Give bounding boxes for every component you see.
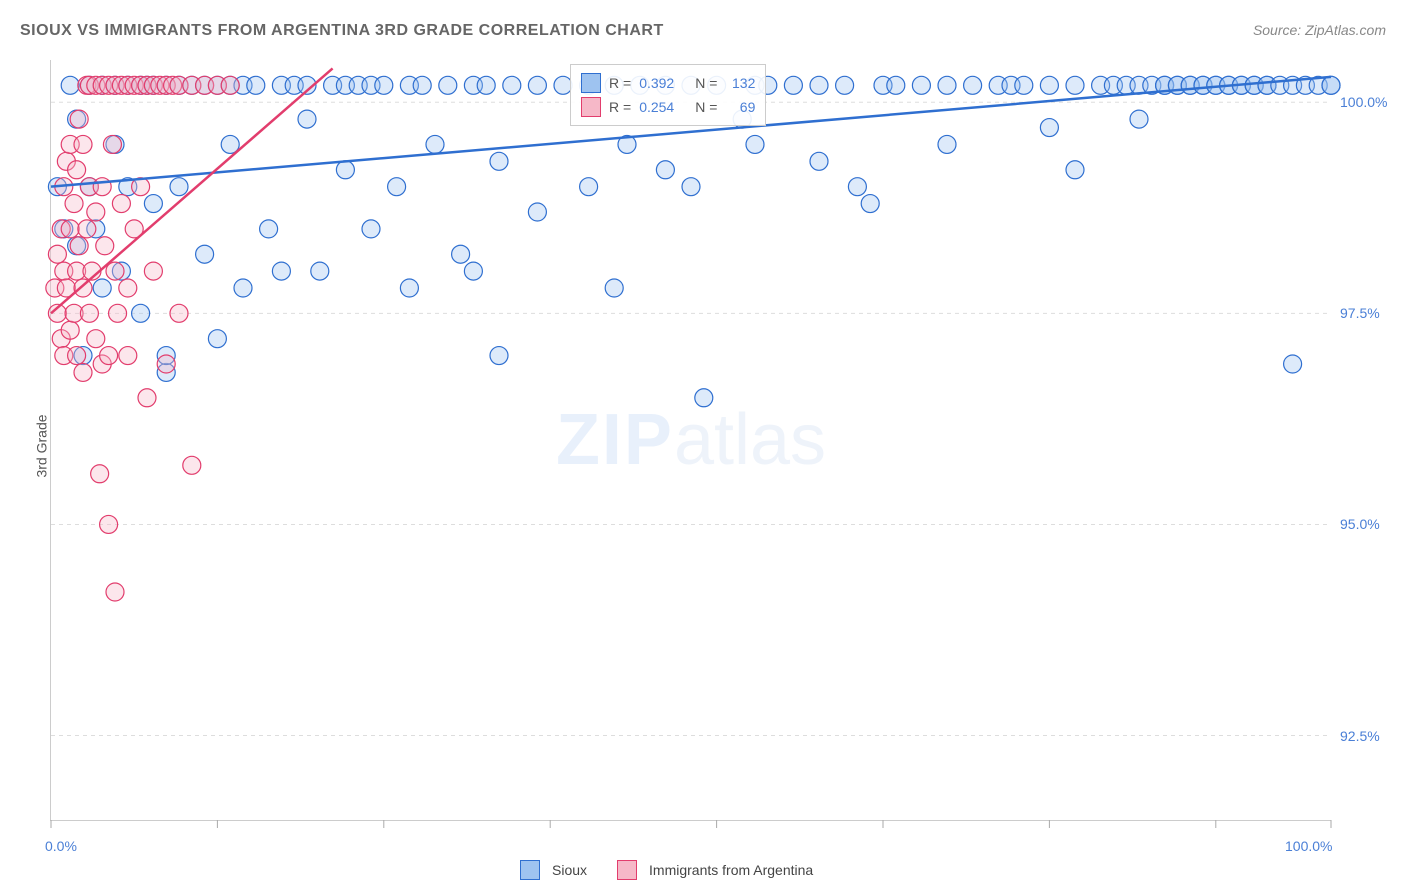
n-value-argentina: 69 — [725, 99, 755, 115]
plot-area: ZIPatlas — [50, 60, 1331, 821]
correlation-legend: R = 0.392 N = 132 R = 0.254 N = 69 — [570, 64, 766, 126]
y-axis-label: 3rd Grade — [34, 414, 50, 477]
legend-row-sioux: R = 0.392 N = 132 — [581, 71, 755, 95]
chart-container: SIOUX VS IMMIGRANTS FROM ARGENTINA 3RD G… — [0, 0, 1406, 892]
n-label: N = — [695, 99, 717, 115]
x-tick-label: 100.0% — [1285, 838, 1332, 854]
r-label: R = — [609, 75, 631, 91]
n-value-sioux: 132 — [725, 75, 755, 91]
series-legend: Sioux Immigrants from Argentina — [520, 860, 831, 880]
y-tick-label: 100.0% — [1340, 94, 1387, 110]
y-tick-label: 95.0% — [1340, 516, 1380, 532]
r-label: R = — [609, 99, 631, 115]
source-label: Source: ZipAtlas.com — [1253, 22, 1386, 38]
chart-title: SIOUX VS IMMIGRANTS FROM ARGENTINA 3RD G… — [20, 22, 664, 40]
swatch-argentina — [581, 97, 601, 117]
x-tick-label: 0.0% — [45, 838, 77, 854]
legend-label: Sioux — [552, 862, 587, 878]
legend-swatch — [520, 860, 540, 880]
r-value-sioux: 0.392 — [639, 75, 687, 91]
n-label: N = — [695, 75, 717, 91]
y-tick-label: 92.5% — [1340, 728, 1380, 744]
legend-label: Immigrants from Argentina — [649, 862, 813, 878]
legend-row-argentina: R = 0.254 N = 69 — [581, 95, 755, 119]
legend-swatch — [617, 860, 637, 880]
swatch-sioux — [581, 73, 601, 93]
y-tick-label: 97.5% — [1340, 305, 1380, 321]
r-value-argentina: 0.254 — [639, 99, 687, 115]
plot-svg — [51, 60, 1331, 820]
